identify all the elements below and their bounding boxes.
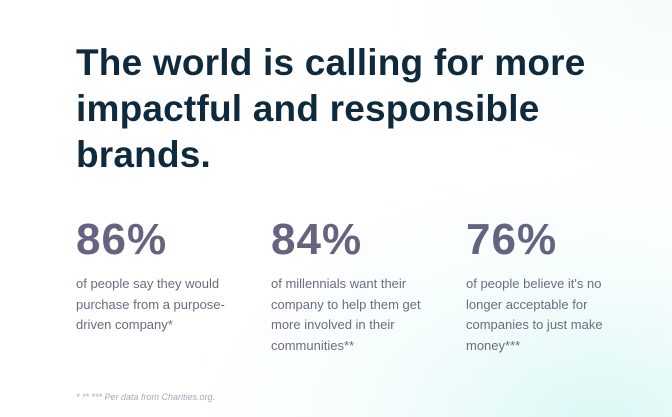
stat-block-not-just-money: 76% of people believe it's no longer acc… [466, 214, 641, 356]
stat-value: 84% [271, 215, 363, 264]
stat-description: of people believe it's no longer accepta… [466, 276, 603, 353]
stat-value: 86% [76, 215, 168, 264]
stat-block-purpose-driven: 86% of people say they would purchase fr… [76, 214, 251, 336]
stat-description: of people say they would purchase from a… [76, 276, 225, 332]
stat-description: of millennials want their company to hel… [271, 276, 421, 353]
headline-text-start: The world is calling for more impactful … [76, 42, 586, 129]
headline-text-end: brands. [76, 134, 212, 175]
footnote: * ** *** Per data from Charities.org. [76, 392, 216, 402]
headline-highlight-text: responsible [329, 88, 540, 129]
stats-row: 86% of people say they would purchase fr… [76, 214, 656, 364]
headline-highlight: responsible [328, 86, 543, 132]
stat-block-millennials: 84% of millennials want their company to… [271, 214, 446, 356]
page-title: The world is calling for more impactful … [76, 40, 636, 178]
stat-value: 76% [466, 215, 558, 264]
